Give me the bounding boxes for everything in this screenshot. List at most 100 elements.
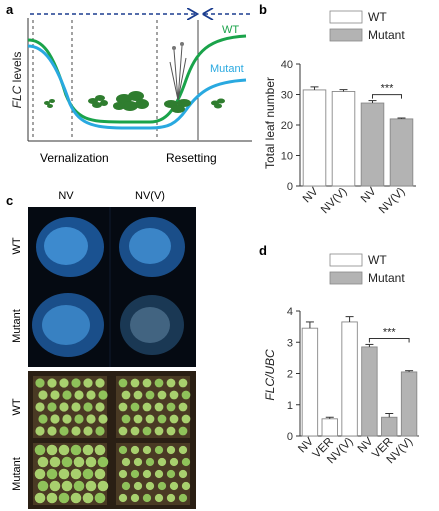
seedling — [181, 457, 191, 467]
seedling — [95, 402, 105, 412]
seedling — [118, 445, 128, 455]
panel-b-x-tick-label: NV(V) — [319, 186, 350, 217]
seedling — [58, 468, 70, 480]
seedling — [74, 390, 84, 400]
seedling — [71, 402, 81, 412]
panel-d-bar — [381, 416, 398, 437]
legend-swatch-mutant — [329, 28, 363, 42]
col-label-nvv: NV(V) — [135, 190, 165, 202]
mutant-curve-label: Mutant — [210, 63, 244, 75]
seedling — [62, 414, 72, 424]
seedling — [37, 480, 49, 492]
seedling — [118, 402, 128, 412]
seedling — [59, 402, 69, 412]
seedling — [121, 457, 131, 467]
plant-icon-right — [211, 98, 225, 109]
seedling — [118, 493, 128, 503]
seedling — [169, 481, 179, 491]
seedling — [157, 457, 167, 467]
seedling — [83, 402, 93, 412]
panel-d-bar — [301, 327, 319, 437]
seedling — [83, 378, 93, 388]
seedling — [118, 426, 128, 436]
seedling — [145, 457, 155, 467]
mutant-curve — [27, 44, 247, 130]
panel-b-y-tick-label: 40 — [281, 59, 293, 71]
seedling-tray-wt-nvv — [116, 376, 190, 438]
seedling — [47, 426, 57, 436]
seedlings — [34, 378, 191, 504]
seedling — [142, 493, 152, 503]
seedling — [142, 469, 152, 479]
seedling — [178, 445, 188, 455]
phase-label-vernalization: Vernalization — [40, 151, 109, 165]
seedling — [154, 445, 164, 455]
seedling — [95, 378, 105, 388]
panel-d-bar — [361, 346, 378, 437]
legend-label-wt: WT — [368, 10, 387, 24]
row-label-mutant-top: Mutant — [11, 309, 23, 343]
seedling — [169, 414, 179, 424]
seedling — [82, 468, 94, 480]
plant-icon-small — [44, 99, 55, 108]
seedling — [157, 390, 167, 400]
seedling — [130, 402, 140, 412]
seedling — [70, 468, 82, 480]
panel-b-bar — [331, 90, 356, 187]
panel-b-y-tick-label: 30 — [281, 90, 293, 102]
panel-c-letter: c — [6, 193, 13, 208]
panel-d-y-tick-label: 3 — [287, 337, 293, 349]
panel-d-significance-label: *** — [383, 326, 397, 338]
col-label-nv: NV — [58, 190, 74, 202]
panel-b-y-tick-label: 10 — [281, 151, 293, 163]
seedling — [49, 480, 61, 492]
seedling — [94, 468, 106, 480]
seedling — [70, 444, 82, 456]
seedling — [58, 444, 70, 456]
seedling — [169, 457, 179, 467]
seedling — [178, 426, 188, 436]
seedling — [83, 426, 93, 436]
panel-b-y-tick-label: 0 — [287, 181, 293, 193]
seedling — [145, 481, 155, 491]
panel-d-y-label: FLC/UBC — [263, 349, 277, 401]
seedling — [181, 390, 191, 400]
seedling — [85, 456, 97, 468]
seedling — [142, 378, 152, 388]
seedling — [74, 414, 84, 424]
seedling — [145, 390, 155, 400]
seedling — [38, 390, 48, 400]
seedling — [35, 402, 45, 412]
seedling — [50, 414, 60, 424]
seedling — [181, 481, 191, 491]
seedling — [133, 481, 143, 491]
seedling — [71, 426, 81, 436]
seedling — [86, 390, 96, 400]
seedling — [38, 414, 48, 424]
seedling — [133, 457, 143, 467]
seedling — [95, 426, 105, 436]
panel-d-bar — [341, 321, 358, 437]
seedling — [61, 456, 73, 468]
seedling — [154, 493, 164, 503]
panel-b-x-tick-label: NV(V) — [377, 186, 408, 217]
seedling — [133, 414, 143, 424]
seedling — [166, 378, 176, 388]
fluorescence-mutant-nv — [32, 293, 104, 357]
seedling — [178, 378, 188, 388]
panel-b-bar — [360, 102, 385, 187]
panel-d-significance-bracket — [368, 337, 410, 343]
panel-b-significance-bracket — [372, 94, 402, 99]
seedling — [62, 390, 72, 400]
seedling — [35, 426, 45, 436]
panel-b-bar — [302, 89, 327, 187]
seedling — [94, 492, 106, 504]
panel-b-y-label: Total leaf number — [263, 77, 277, 169]
panel-b-significance-label: *** — [381, 83, 395, 95]
seedling — [61, 480, 73, 492]
panel-b-x-tick-label: NV — [359, 185, 379, 205]
seedling — [166, 493, 176, 503]
seedling — [47, 402, 57, 412]
